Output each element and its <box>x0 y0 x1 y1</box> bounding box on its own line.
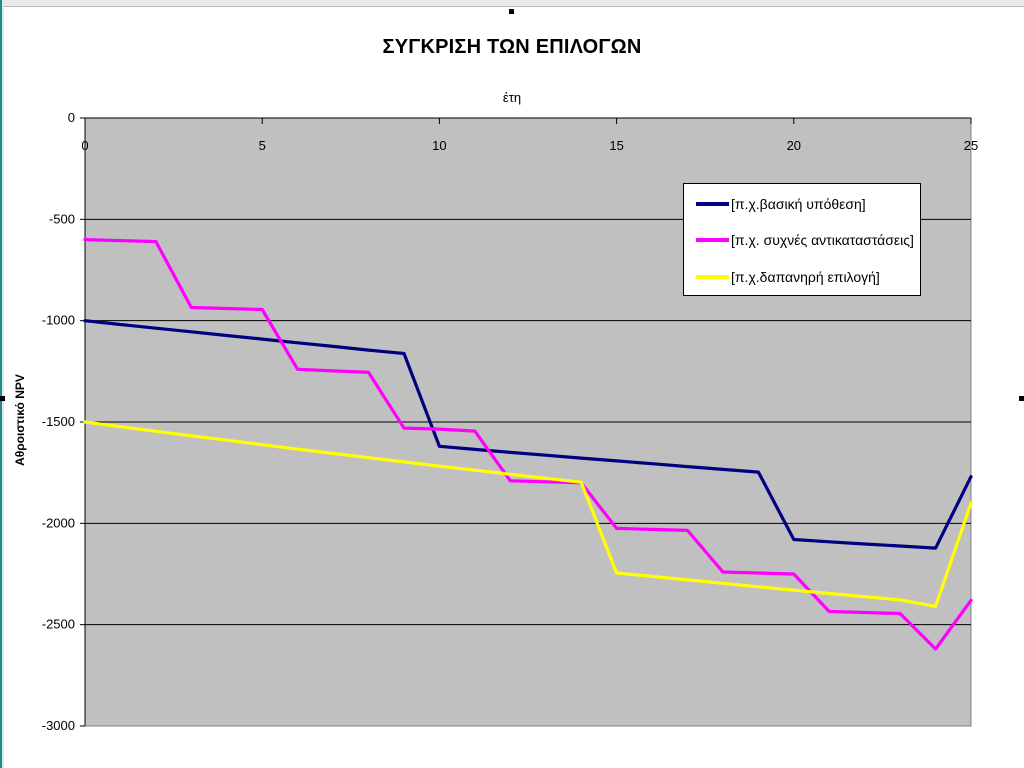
y-tick-label: -2500 <box>42 617 75 632</box>
chart-title: ΣΥΓΚΡΙΣΗ ΤΩΝ ΕΠΙΛΟΓΩΝ <box>382 36 642 58</box>
selection-handle-left[interactable] <box>0 396 5 401</box>
legend-label-frequent-replacements: [π.χ. συχνές αντικαταστάσεις] <box>731 232 914 248</box>
x-tick-label: 15 <box>609 138 623 153</box>
y-tick-label: -1000 <box>42 313 75 328</box>
legend-swatch-costly-option <box>696 275 729 279</box>
legend-item-frequent-replacements: [π.χ. συχνές αντικαταστάσεις] <box>696 230 914 250</box>
top-ruler-strip <box>0 0 1024 7</box>
y-tick-label: -500 <box>49 211 75 226</box>
legend-label-base-case: [π.χ.βασική υπόθεση] <box>731 196 866 212</box>
y-tick-label: -2000 <box>42 515 75 530</box>
left-edge-accent <box>0 0 2 768</box>
y-tick-label: -3000 <box>42 718 75 733</box>
gridlines <box>85 218 971 626</box>
y-axis-label: Αθροιστικό NPV <box>13 374 27 466</box>
left-edge-strip <box>0 0 4 768</box>
series-line-0 <box>83 319 973 550</box>
legend-item-costly-option: [π.χ.δαπανηρή επιλογή] <box>696 267 880 287</box>
axes: 0 -500 -1000 -1500 -2000 -2500 -3000 0 5 10 15 20 25 <box>42 110 978 733</box>
series-lines <box>83 238 973 651</box>
legend-swatch-base-case <box>696 202 729 206</box>
series-line-2 <box>83 420 973 609</box>
x-tick-label: 20 <box>787 138 801 153</box>
y-tick-label: -1500 <box>42 414 75 429</box>
x-tick-label: 10 <box>432 138 446 153</box>
x-tick-label: 0 <box>81 138 88 153</box>
legend: [π.χ.βασική υπόθεση] [π.χ. συχνές αντικα… <box>683 183 921 296</box>
series-line-1 <box>83 238 973 651</box>
x-axis-label: έτη <box>502 90 522 105</box>
legend-item-base-case: [π.χ.βασική υπόθεση] <box>696 194 866 214</box>
selection-handle-top[interactable] <box>509 9 514 14</box>
legend-swatch-frequent-replacements <box>696 238 729 242</box>
selection-handle-right[interactable] <box>1019 396 1024 401</box>
x-tick-label: 25 <box>964 138 978 153</box>
y-tick-label: 0 <box>68 110 75 125</box>
x-tick-label: 5 <box>259 138 266 153</box>
legend-label-costly-option: [π.χ.δαπανηρή επιλογή] <box>731 269 880 285</box>
